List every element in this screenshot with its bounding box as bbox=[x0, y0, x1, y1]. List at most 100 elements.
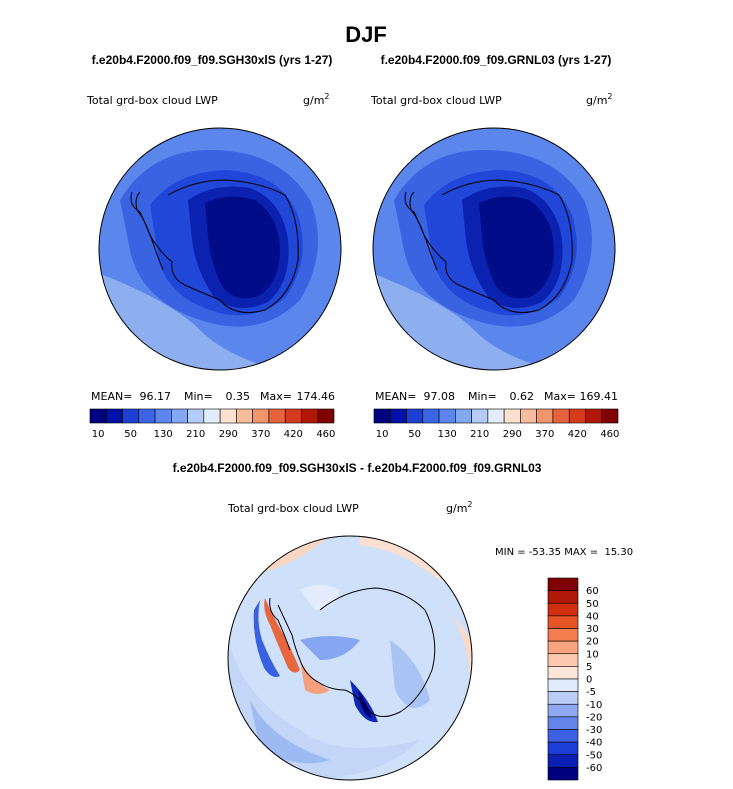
diff-colorbar-tick-label: -60 bbox=[586, 763, 602, 774]
right-min-value: 0.62 bbox=[510, 390, 535, 403]
diff-colorbar-tick-label: 0 bbox=[586, 675, 592, 686]
right-min-label: Min= bbox=[468, 390, 497, 403]
right-colorbar-swatch bbox=[455, 408, 472, 424]
diff-colorbar-tick-label: -20 bbox=[586, 712, 602, 723]
left-colorbar-tick-label: 420 bbox=[284, 429, 303, 440]
diff-colorbar-tick-label: 5 bbox=[586, 662, 592, 673]
right-colorbar-swatch bbox=[568, 408, 586, 424]
diff-polar-map bbox=[227, 535, 473, 781]
right-colorbar-swatch bbox=[520, 408, 537, 424]
diff-colorbar-swatch bbox=[547, 653, 579, 667]
left-max-value: 174.46 bbox=[297, 390, 336, 403]
left-polar-map bbox=[98, 127, 342, 371]
left-colorbar-swatch bbox=[252, 408, 270, 424]
diff-variable-label: Total grd-box cloud LWP bbox=[227, 502, 359, 515]
diff-colorbar-tick-label: 30 bbox=[586, 624, 599, 635]
diff-colorbar-swatch bbox=[547, 602, 579, 617]
left-colorbar-swatch bbox=[317, 408, 335, 424]
right-colorbar-swatch bbox=[438, 408, 456, 424]
right-colorbar-swatch bbox=[503, 408, 521, 424]
right-colorbar-tick-label: 130 bbox=[438, 429, 457, 440]
diff-minmax-label: MIN = -53.35 MAX = 15.30 bbox=[495, 547, 633, 558]
left-colorbar-swatch bbox=[219, 408, 237, 424]
diff-colorbar-tick-label: -5 bbox=[586, 687, 596, 698]
left-colorbar-swatch bbox=[301, 408, 319, 424]
right-colorbar-tick-label: 460 bbox=[600, 429, 619, 440]
left-colorbar-tick-label: 130 bbox=[154, 429, 173, 440]
figure-title: DJF bbox=[345, 22, 387, 47]
left-max-label: Max= bbox=[260, 390, 292, 403]
left-mean-label: MEAN= bbox=[91, 390, 132, 403]
diff-colorbar-swatch bbox=[547, 640, 579, 655]
right-unit-label: g/m2 bbox=[586, 92, 613, 107]
diff-title: f.e20b4.F2000.f09_f09.SGH30xlS - f.e20b4… bbox=[173, 461, 542, 475]
left-colorbar-swatch bbox=[268, 408, 286, 424]
diff-colorbar-swatch bbox=[547, 615, 579, 629]
right-colorbar-swatch bbox=[373, 408, 391, 424]
diff-colorbar-swatch bbox=[547, 767, 579, 781]
diff-colorbar-swatch bbox=[547, 678, 579, 692]
right-max-value: 169.41 bbox=[580, 390, 619, 403]
diff-colorbar-tick-label: 10 bbox=[586, 649, 599, 660]
right-mean-value: 97.08 bbox=[424, 390, 456, 403]
diff-colorbar-swatch bbox=[547, 666, 579, 680]
right-colorbar-swatch bbox=[389, 408, 407, 424]
right-colorbar: 10 50 130 210 290 370 420 460 bbox=[373, 408, 619, 440]
diff-colorbar-swatch bbox=[547, 590, 579, 604]
diff-colorbar-swatch bbox=[547, 754, 579, 768]
left-colorbar-swatch bbox=[236, 408, 253, 424]
right-colorbar-tick-label: 210 bbox=[470, 429, 489, 440]
right-colorbar-swatch bbox=[471, 408, 489, 424]
diff-colorbar-swatch bbox=[547, 628, 579, 642]
right-variable-label: Total grd-box cloud LWP bbox=[370, 94, 502, 107]
right-colorbar-tick-label: 370 bbox=[535, 429, 554, 440]
left-colorbar-swatch bbox=[122, 408, 140, 424]
diff-colorbar-tick-label: -30 bbox=[586, 725, 602, 736]
diff-colorbar-tick-label: -10 bbox=[586, 700, 602, 711]
right-polar-map bbox=[372, 127, 616, 371]
right-colorbar-swatch bbox=[552, 408, 570, 424]
left-unit-label: g/m2 bbox=[303, 92, 330, 107]
left-case-title: f.e20b4.F2000.f09_f09.SGH30xlS (yrs 1-27… bbox=[92, 53, 333, 67]
diff-colorbar-tick-label: 20 bbox=[586, 637, 599, 648]
diff-colorbar-swatch bbox=[547, 691, 579, 705]
right-colorbar-swatch bbox=[536, 408, 554, 424]
right-colorbar-tick-label: 50 bbox=[408, 429, 421, 440]
diff-colorbar-swatch bbox=[547, 741, 579, 756]
left-colorbar-tick-label: 210 bbox=[186, 429, 205, 440]
diff-colorbar-swatch bbox=[547, 716, 579, 730]
left-colorbar-tick-label: 50 bbox=[124, 429, 137, 440]
diff-colorbar-tick-label: 40 bbox=[586, 611, 599, 622]
left-colorbar-swatch bbox=[154, 408, 172, 424]
right-colorbar-tick-label: 290 bbox=[503, 429, 522, 440]
right-case-title: f.e20b4.F2000.f09_f09.GRNL03 (yrs 1-27) bbox=[381, 53, 612, 67]
right-mean-label: MEAN= bbox=[375, 390, 416, 403]
diff-colorbar-tick-label: 50 bbox=[586, 599, 599, 610]
diff-colorbar-tick-label: 60 bbox=[586, 586, 599, 597]
left-min-label: Min= bbox=[184, 390, 213, 403]
left-variable-label: Total grd-box cloud LWP bbox=[86, 94, 218, 107]
left-colorbar-swatch bbox=[203, 408, 221, 424]
left-colorbar-swatch bbox=[187, 408, 205, 424]
left-colorbar: 10 50 130 210 290 370 420 460 bbox=[89, 408, 335, 440]
left-min-value: 0.35 bbox=[226, 390, 251, 403]
left-colorbar-tick-label: 460 bbox=[316, 429, 335, 440]
left-colorbar-swatch bbox=[284, 408, 302, 424]
right-colorbar-tick-label: 10 bbox=[376, 429, 389, 440]
diff-colorbar-swatch bbox=[547, 577, 579, 591]
right-colorbar-swatch bbox=[406, 408, 424, 424]
right-colorbar-swatch bbox=[585, 408, 603, 424]
left-colorbar-tick-label: 290 bbox=[219, 429, 238, 440]
left-colorbar-swatch bbox=[105, 408, 123, 424]
diff-colorbar-swatch bbox=[547, 729, 579, 743]
left-colorbar-swatch bbox=[89, 408, 107, 424]
left-colorbar-tick-label: 370 bbox=[251, 429, 270, 440]
left-mean-value: 96.17 bbox=[140, 390, 172, 403]
right-colorbar-tick-label: 420 bbox=[568, 429, 587, 440]
left-colorbar-tick-label: 10 bbox=[92, 429, 105, 440]
right-max-label: Max= bbox=[544, 390, 576, 403]
diff-colorbar-tick-label: -50 bbox=[586, 750, 602, 761]
diff-unit-label: g/m2 bbox=[446, 500, 473, 515]
left-colorbar-swatch bbox=[171, 408, 188, 424]
